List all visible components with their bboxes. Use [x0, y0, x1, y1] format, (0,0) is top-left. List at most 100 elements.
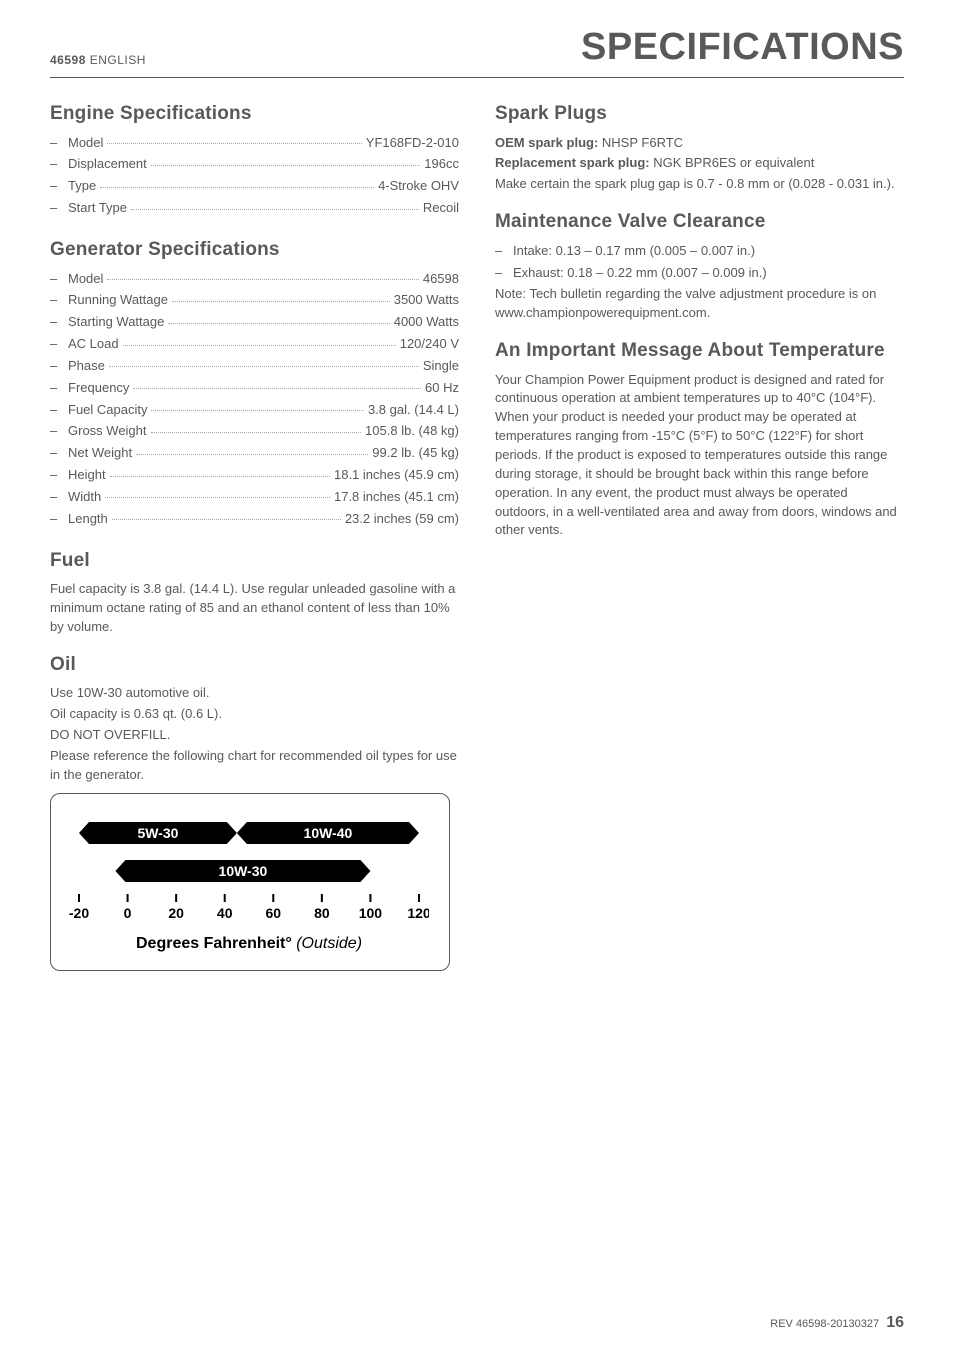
spec-row: –Net Weight99.2 lb. (45 kg) [50, 444, 459, 463]
dot-leader [151, 432, 362, 433]
valve-clearance-heading: Maintenance Valve Clearance [495, 208, 904, 236]
valve-exhaust: Exhaust: 0.18 – 0.22 mm (0.007 – 0.009 i… [513, 264, 767, 283]
valve-clearance-body: – Intake: 0.13 – 0.17 mm (0.005 – 0.007 … [495, 242, 904, 323]
oil-line-1: Use 10W-30 automotive oil. [50, 684, 459, 703]
page-header: 46598 ENGLISH SPECIFICATIONS [50, 20, 904, 78]
spark-replacement: Replacement spark plug: NGK BPR6ES or eq… [495, 154, 904, 173]
spec-row: –Phase Single [50, 357, 459, 376]
svg-text:0: 0 [124, 905, 132, 921]
oil-heading: Oil [50, 651, 459, 679]
dash-icon: – [50, 134, 68, 153]
spec-value: 120/240 V [400, 335, 459, 354]
dash-icon: – [50, 379, 68, 398]
engine-specs-list: –ModelYF168FD-2-010–Displacement196cc–Ty… [50, 134, 459, 218]
spec-label: Starting Wattage [68, 313, 164, 332]
dash-icon: – [50, 357, 68, 376]
footer-rev: REV 46598-20130327 [770, 1318, 879, 1330]
svg-text:Degrees Fahrenheit° (Outside): Degrees Fahrenheit° (Outside) [136, 935, 362, 952]
dot-leader [136, 454, 368, 455]
spec-value: 3500 Watts [394, 291, 459, 310]
svg-text:40: 40 [217, 905, 233, 921]
spec-label: Length [68, 510, 108, 529]
spec-value: 23.2 inches (59 cm) [345, 510, 459, 529]
spec-row: –AC Load120/240 V [50, 335, 459, 354]
dot-leader [168, 323, 389, 324]
spec-value: Recoil [423, 199, 459, 218]
spark-oem-value: NHSP F6RTC [598, 135, 683, 150]
oil-body: Use 10W-30 automotive oil. Oil capacity … [50, 684, 459, 784]
generator-specs-heading: Generator Specifications [50, 236, 459, 264]
dot-leader [131, 209, 419, 210]
spec-label: Type [68, 177, 96, 196]
spec-value: Single [423, 357, 459, 376]
spec-row: –Gross Weight105.8 lb. (48 kg) [50, 422, 459, 441]
dash-icon: – [50, 177, 68, 196]
oil-line-3: DO NOT OVERFILL. [50, 726, 459, 745]
spec-label: Model [68, 270, 103, 289]
dash-icon: – [495, 242, 513, 261]
page-footer: REV 46598-20130327 16 [50, 1311, 904, 1334]
valve-exhaust-row: – Exhaust: 0.18 – 0.22 mm (0.007 – 0.009… [495, 264, 904, 283]
svg-text:5W-30: 5W-30 [137, 825, 178, 841]
dash-icon: – [50, 335, 68, 354]
dot-leader [105, 497, 330, 498]
spec-row: –Frequency60 Hz [50, 379, 459, 398]
spec-row: –Type4-Stroke OHV [50, 177, 459, 196]
spark-plugs-body: OEM spark plug: NHSP F6RTC Replacement s… [495, 134, 904, 195]
valve-intake-row: – Intake: 0.13 – 0.17 mm (0.005 – 0.007 … [495, 242, 904, 261]
dot-leader [133, 388, 421, 389]
dot-leader [151, 410, 363, 411]
header-model-number: 46598 [50, 53, 86, 67]
dot-leader [107, 279, 418, 280]
dash-icon: – [50, 313, 68, 332]
spec-label: Phase [68, 357, 105, 376]
spec-value: 60 Hz [425, 379, 459, 398]
dot-leader [151, 165, 421, 166]
spec-value: 196cc [424, 155, 459, 174]
dash-icon: – [50, 444, 68, 463]
spec-row: –Starting Wattage 4000 Watts [50, 313, 459, 332]
right-column: Spark Plugs OEM spark plug: NHSP F6RTC R… [495, 96, 904, 970]
dash-icon: – [50, 510, 68, 529]
dash-icon: – [50, 199, 68, 218]
spark-repl-label: Replacement spark plug: [495, 155, 650, 170]
spec-label: Net Weight [68, 444, 132, 463]
spec-value: 18.1 inches (45.9 cm) [334, 466, 459, 485]
dash-icon: – [50, 488, 68, 507]
svg-text:10W-40: 10W-40 [304, 825, 353, 841]
spec-label: Displacement [68, 155, 147, 174]
oil-chart-svg: 5W-3010W-4010W-30-20020406080100120Degre… [69, 810, 429, 960]
dot-leader [123, 345, 396, 346]
spec-value: 105.8 lb. (48 kg) [365, 422, 459, 441]
spark-oem-label: OEM spark plug: [495, 135, 598, 150]
spec-row: –Width17.8 inches (45.1 cm) [50, 488, 459, 507]
spec-value: 3.8 gal. (14.4 L) [368, 401, 459, 420]
valve-note: Note: Tech bulletin regarding the valve … [495, 285, 904, 323]
spark-plugs-heading: Spark Plugs [495, 100, 904, 128]
svg-text:60: 60 [265, 905, 281, 921]
spec-row: –ModelYF168FD-2-010 [50, 134, 459, 153]
dash-icon: – [50, 291, 68, 310]
spark-oem: OEM spark plug: NHSP F6RTC [495, 134, 904, 153]
dot-leader [109, 366, 419, 367]
svg-text:120: 120 [407, 905, 429, 921]
spec-label: Running Wattage [68, 291, 168, 310]
valve-intake: Intake: 0.13 – 0.17 mm (0.005 – 0.007 in… [513, 242, 755, 261]
spec-label: Fuel Capacity [68, 401, 147, 420]
dot-leader [172, 301, 390, 302]
oil-line-4: Please reference the following chart for… [50, 747, 459, 785]
oil-line-2: Oil capacity is 0.63 qt. (0.6 L). [50, 705, 459, 724]
svg-text:-20: -20 [69, 905, 89, 921]
page-title: SPECIFICATIONS [581, 20, 904, 75]
spec-label: Width [68, 488, 101, 507]
spec-label: Height [68, 466, 106, 485]
spec-value: 4000 Watts [394, 313, 459, 332]
svg-text:10W-30: 10W-30 [219, 863, 268, 879]
spark-repl-value: NGK BPR6ES or equivalent [650, 155, 815, 170]
dash-icon: – [50, 270, 68, 289]
dot-leader [112, 519, 341, 520]
spec-row: –Height18.1 inches (45.9 cm) [50, 466, 459, 485]
spec-row: –Start TypeRecoil [50, 199, 459, 218]
spec-label: Gross Weight [68, 422, 147, 441]
spec-value: YF168FD-2-010 [366, 134, 459, 153]
